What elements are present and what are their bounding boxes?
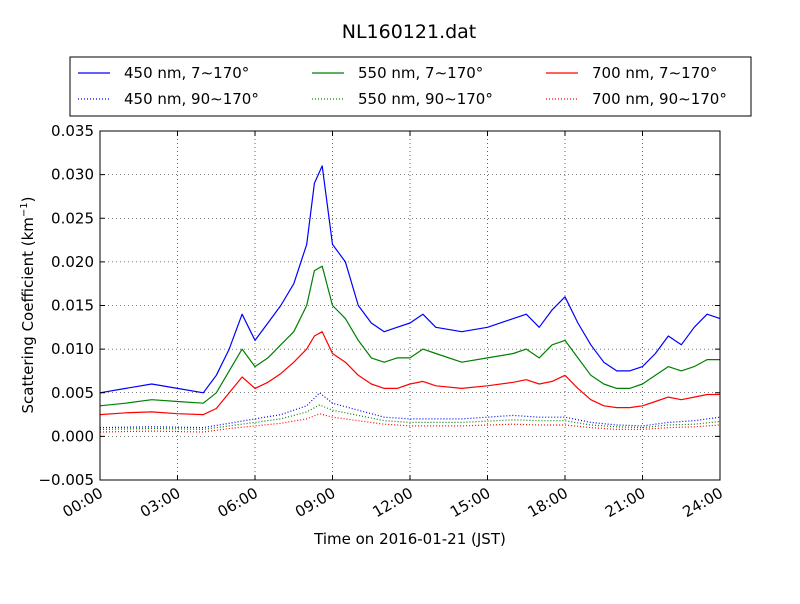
legend-label: 550 nm, 90∼170°	[358, 90, 493, 108]
legend-label: 550 nm, 7∼170°	[358, 64, 483, 82]
y-axis-label: Scattering Coefficient (km−1)	[19, 196, 37, 413]
x-tick-label: 24:00	[680, 484, 726, 521]
series-line-550 nm, 7∼170°	[99, 265, 720, 407]
grid-layer	[100, 131, 720, 480]
y-tick-label: 0.000	[51, 427, 94, 445]
legend-label: 450 nm, 90∼170°	[124, 90, 259, 108]
y-tick-label: 0.010	[51, 340, 94, 358]
series-line-450 nm, 7∼170°	[99, 165, 721, 394]
x-tick-label: 06:00	[215, 484, 261, 521]
chart-title: NL160121.dat	[342, 21, 477, 43]
y-tick-label: −0.005	[38, 471, 94, 489]
x-tick-label: 18:00	[525, 484, 571, 521]
y-tick-label: 0.025	[51, 209, 94, 227]
x-tick-label: 03:00	[137, 484, 183, 521]
y-axis-label-close: )	[19, 196, 37, 202]
y-axis-label-main: Scattering Coefficient (km	[19, 217, 37, 413]
y-tick-label: 0.035	[51, 122, 94, 140]
y-tick-label: 0.005	[51, 384, 94, 402]
y-axis-label-superscript: −1	[19, 202, 30, 217]
x-tick-label: 12:00	[370, 484, 416, 521]
x-tick-label: 21:00	[602, 484, 648, 521]
legend-box	[69, 56, 752, 117]
x-tick-label: 15:00	[447, 484, 493, 521]
y-tick-label: 0.030	[51, 166, 94, 184]
tick-layer: 00:00 03:00 06:00 09:00 12:00 15:00 18:00 21:00…	[38, 122, 726, 521]
series-line-450 nm, 90∼170°	[99, 392, 721, 429]
x-axis-label: Time on 2016-01-21 (JST)	[313, 530, 506, 548]
series-layer	[99, 165, 721, 433]
legend: 450 nm, 7∼170° 450 nm, 90∼170° 550 nm, 7∼1…	[69, 56, 752, 117]
legend-label: 450 nm, 7∼170°	[124, 64, 249, 82]
legend-label: 700 nm, 7∼170°	[592, 64, 717, 82]
x-tick-label: 09:00	[292, 484, 338, 521]
y-tick-label: 0.020	[51, 253, 94, 271]
legend-label: 700 nm, 90∼170°	[592, 90, 727, 108]
series-line-700 nm, 7∼170°	[99, 331, 720, 416]
x-tick-label: 00:00	[60, 484, 106, 521]
y-tick-label: 0.015	[51, 297, 94, 315]
